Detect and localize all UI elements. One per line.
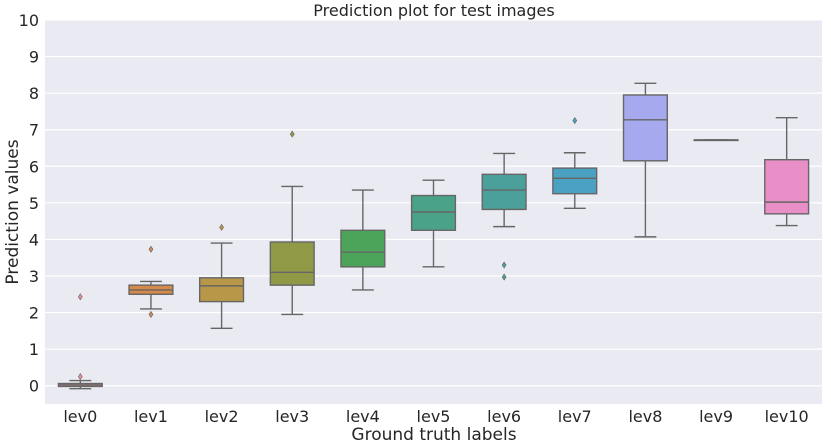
outlier-point: [501, 261, 507, 269]
iqr-box: [764, 159, 810, 215]
outlier-point: [148, 245, 154, 253]
box-lev6: [481, 152, 527, 281]
box-lev10: [764, 116, 810, 227]
iqr-box: [269, 241, 315, 286]
chart-title: Prediction plot for test images: [313, 1, 554, 20]
outlier-point: [148, 310, 154, 318]
outlier-point: [219, 223, 224, 231]
y-tick-label: 9: [29, 48, 39, 67]
y-tick-label: 7: [29, 121, 39, 140]
x-tick-label: lev1: [134, 407, 168, 426]
x-axis-label: Ground truth labels: [351, 425, 516, 445]
box-lev0: [57, 293, 103, 390]
y-tick-labels: 0 1 2 3 4 5 6 7 8 9 10: [19, 11, 39, 396]
iqr-box: [410, 194, 457, 231]
x-tick-label: lev7: [558, 407, 592, 426]
y-tick-label: 2: [29, 304, 39, 323]
x-tick-label: lev8: [628, 407, 662, 426]
iqr-box: [622, 94, 669, 162]
x-tick-label: lev10: [765, 407, 809, 426]
y-tick-label: 6: [29, 157, 39, 176]
x-tick-labels: lev0 lev1 lev2 lev3 lev4 lev5 lev6 lev7 lev8 lev9…: [63, 407, 808, 426]
x-tick-label: lev0: [63, 407, 97, 426]
x-tick-label: lev4: [346, 407, 380, 426]
iqr-box: [198, 277, 245, 303]
iqr-box: [340, 229, 386, 268]
iqr-box: [481, 173, 527, 211]
box-lev7: [552, 117, 598, 210]
x-tick-label: lev3: [275, 407, 309, 426]
y-tick-label: 4: [29, 230, 39, 249]
x-tick-label: lev9: [699, 407, 733, 426]
y-tick-label: 3: [29, 267, 39, 286]
box-lev4: [340, 189, 386, 291]
outlier-point: [501, 273, 507, 281]
boxes-layer: [57, 82, 810, 390]
outlier-point: [77, 293, 83, 301]
y-axis-label: Prediction values: [3, 139, 23, 284]
y-tick-label: 5: [29, 194, 39, 213]
box-lev3: [269, 130, 315, 316]
box-lev5: [410, 179, 457, 268]
box-lev9: [693, 139, 739, 142]
gridlines: [45, 19, 822, 387]
outlier-point: [572, 117, 578, 125]
y-tick-label: 10: [19, 11, 39, 30]
x-tick-label: lev5: [417, 407, 451, 426]
y-tick-label: 0: [29, 377, 39, 396]
x-tick-label: lev2: [205, 407, 239, 426]
box-lev2: [198, 223, 245, 329]
box-lev1: [128, 245, 174, 318]
y-tick-label: 1: [29, 340, 39, 359]
x-tick-label: lev6: [487, 407, 521, 426]
outlier-point: [77, 373, 83, 381]
y-tick-label: 8: [29, 84, 39, 103]
box-lev8: [622, 82, 669, 238]
outlier-point: [289, 130, 295, 138]
iqr-box: [552, 167, 598, 195]
